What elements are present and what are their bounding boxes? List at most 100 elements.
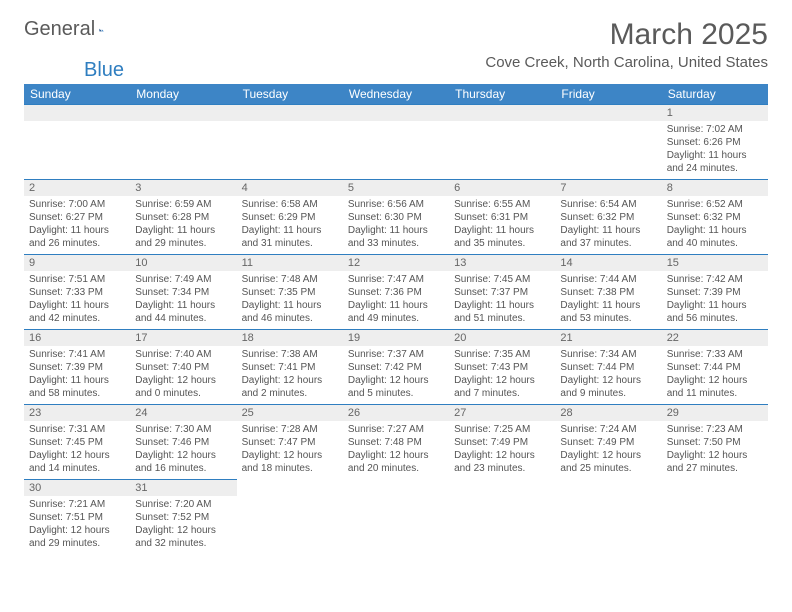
day-cell: 3Sunrise: 6:59 AMSunset: 6:28 PMDaylight… [130, 179, 236, 254]
sunset-text: Sunset: 6:32 PM [667, 211, 763, 224]
day-cell: 14Sunrise: 7:44 AMSunset: 7:38 PMDayligh… [555, 254, 661, 329]
daylight-text: Daylight: 11 hours and 26 minutes. [29, 224, 125, 250]
day-number: 19 [343, 329, 449, 346]
day-cell: 20Sunrise: 7:35 AMSunset: 7:43 PMDayligh… [449, 329, 555, 404]
sunrise-text: Sunrise: 7:42 AM [667, 273, 763, 286]
day-number: 15 [662, 254, 768, 271]
sunset-text: Sunset: 7:52 PM [135, 511, 231, 524]
sunrise-text: Sunrise: 7:00 AM [29, 198, 125, 211]
day-cell [555, 479, 661, 554]
sunset-text: Sunset: 7:44 PM [560, 361, 656, 374]
day-cell: 4Sunrise: 6:58 AMSunset: 6:29 PMDaylight… [237, 179, 343, 254]
logo-sail-icon [99, 21, 104, 39]
day-details: Sunrise: 6:55 AMSunset: 6:31 PMDaylight:… [449, 196, 555, 254]
day-cell: 9Sunrise: 7:51 AMSunset: 7:33 PMDaylight… [24, 254, 130, 329]
col-sunday: Sunday [24, 84, 130, 104]
day-cell [237, 479, 343, 554]
day-number: 3 [130, 179, 236, 196]
day-cell: 31Sunrise: 7:20 AMSunset: 7:52 PMDayligh… [130, 479, 236, 554]
sunset-text: Sunset: 7:45 PM [29, 436, 125, 449]
day-number: 20 [449, 329, 555, 346]
day-cell: 8Sunrise: 6:52 AMSunset: 6:32 PMDaylight… [662, 179, 768, 254]
day-details: Sunrise: 7:47 AMSunset: 7:36 PMDaylight:… [343, 271, 449, 329]
day-details: Sunrise: 6:59 AMSunset: 6:28 PMDaylight:… [130, 196, 236, 254]
day-details: Sunrise: 7:44 AMSunset: 7:38 PMDaylight:… [555, 271, 661, 329]
day-details: Sunrise: 7:35 AMSunset: 7:43 PMDaylight:… [449, 346, 555, 404]
day-cell [662, 479, 768, 554]
day-details: Sunrise: 7:24 AMSunset: 7:49 PMDaylight:… [555, 421, 661, 479]
day-cell: 12Sunrise: 7:47 AMSunset: 7:36 PMDayligh… [343, 254, 449, 329]
day-number: 7 [555, 179, 661, 196]
sunrise-text: Sunrise: 7:34 AM [560, 348, 656, 361]
col-tuesday: Tuesday [237, 84, 343, 104]
daylight-text: Daylight: 12 hours and 29 minutes. [29, 524, 125, 550]
day-cell: 7Sunrise: 6:54 AMSunset: 6:32 PMDaylight… [555, 179, 661, 254]
day-details: Sunrise: 7:33 AMSunset: 7:44 PMDaylight:… [662, 346, 768, 404]
day-number: 1 [662, 104, 768, 121]
sunrise-text: Sunrise: 7:02 AM [667, 123, 763, 136]
sunrise-text: Sunrise: 7:28 AM [242, 423, 338, 436]
day-cell: 24Sunrise: 7:30 AMSunset: 7:46 PMDayligh… [130, 404, 236, 479]
sunrise-text: Sunrise: 7:44 AM [560, 273, 656, 286]
sunrise-text: Sunrise: 7:45 AM [454, 273, 550, 286]
sunrise-text: Sunrise: 6:58 AM [242, 198, 338, 211]
day-cell: 23Sunrise: 7:31 AMSunset: 7:45 PMDayligh… [24, 404, 130, 479]
daylight-text: Daylight: 11 hours and 44 minutes. [135, 299, 231, 325]
sunset-text: Sunset: 7:38 PM [560, 286, 656, 299]
day-number: 8 [662, 179, 768, 196]
daylight-text: Daylight: 11 hours and 56 minutes. [667, 299, 763, 325]
sunset-text: Sunset: 6:27 PM [29, 211, 125, 224]
sunset-text: Sunset: 7:49 PM [454, 436, 550, 449]
logo-text-2: Blue [84, 59, 792, 82]
day-details: Sunrise: 7:49 AMSunset: 7:34 PMDaylight:… [130, 271, 236, 329]
day-number: 2 [24, 179, 130, 196]
day-cell: 19Sunrise: 7:37 AMSunset: 7:42 PMDayligh… [343, 329, 449, 404]
sunset-text: Sunset: 7:44 PM [667, 361, 763, 374]
day-cell [24, 104, 130, 179]
sunset-text: Sunset: 7:39 PM [667, 286, 763, 299]
sunset-text: Sunset: 7:49 PM [560, 436, 656, 449]
day-number: 4 [237, 179, 343, 196]
daylight-text: Daylight: 12 hours and 27 minutes. [667, 449, 763, 475]
day-number: 12 [343, 254, 449, 271]
day-number: 26 [343, 404, 449, 421]
day-cell [555, 104, 661, 179]
sunset-text: Sunset: 6:31 PM [454, 211, 550, 224]
sunrise-text: Sunrise: 7:33 AM [667, 348, 763, 361]
week-row: 23 Sunrise: 7:31 AMSunset: 7:45 PM Dayligh… [24, 404, 768, 479]
day-cell: 30Sunrise: 7:21 AMSunset: 7:51 PMDayligh… [24, 479, 130, 554]
col-thursday: Thursday [449, 84, 555, 104]
day-details: Sunrise: 7:40 AMSunset: 7:40 PMDaylight:… [130, 346, 236, 404]
day-cell: 21Sunrise: 7:34 AMSunset: 7:44 PMDayligh… [555, 329, 661, 404]
empty-day [343, 104, 449, 121]
calendar-table: Sunday Monday Tuesday Wednesday Thursday… [24, 84, 768, 554]
sunrise-text: Sunrise: 7:21 AM [29, 498, 125, 511]
daylight-text: Daylight: 12 hours and 7 minutes. [454, 374, 550, 400]
day-number: 29 [662, 404, 768, 421]
day-number: 23 [24, 404, 130, 421]
logo-text-1: General [24, 18, 95, 41]
empty-day [237, 104, 343, 121]
week-row: 9Sunrise: 7:51 AMSunset: 7:33 PMDaylight… [24, 254, 768, 329]
sunrise-text: Sunrise: 7:48 AM [242, 273, 338, 286]
empty-day [24, 104, 130, 121]
day-cell: 13Sunrise: 7:45 AMSunset: 7:37 PMDayligh… [449, 254, 555, 329]
day-cell: 15 Sunrise: 7:42 AMSunset: 7:39 PMDayligh… [662, 254, 768, 329]
day-details: Sunrise: 6:58 AMSunset: 6:29 PMDaylight:… [237, 196, 343, 254]
day-number: 13 [449, 254, 555, 271]
day-number: 14 [555, 254, 661, 271]
daylight-text: Daylight: 11 hours and 49 minutes. [348, 299, 444, 325]
daylight-text: Daylight: 12 hours and 0 minutes. [135, 374, 231, 400]
daylight-text: Daylight: 11 hours and 58 minutes. [29, 374, 125, 400]
sunrise-text: Sunrise: 7:31 AM [29, 423, 125, 436]
sunrise-text: Sunrise: 7:25 AM [454, 423, 550, 436]
day-number: 21 [555, 329, 661, 346]
sunset-text: Sunset: 7:48 PM [348, 436, 444, 449]
empty-day [130, 104, 236, 121]
daylight-text: Daylight: 11 hours and 53 minutes. [560, 299, 656, 325]
week-row: 16Sunrise: 7:41 AMSunset: 7:39 PMDayligh… [24, 329, 768, 404]
daylight-text: Daylight: 12 hours and 32 minutes. [135, 524, 231, 550]
weekday-header-row: Sunday Monday Tuesday Wednesday Thursday… [24, 84, 768, 104]
col-monday: Monday [130, 84, 236, 104]
day-number: 10 [130, 254, 236, 271]
